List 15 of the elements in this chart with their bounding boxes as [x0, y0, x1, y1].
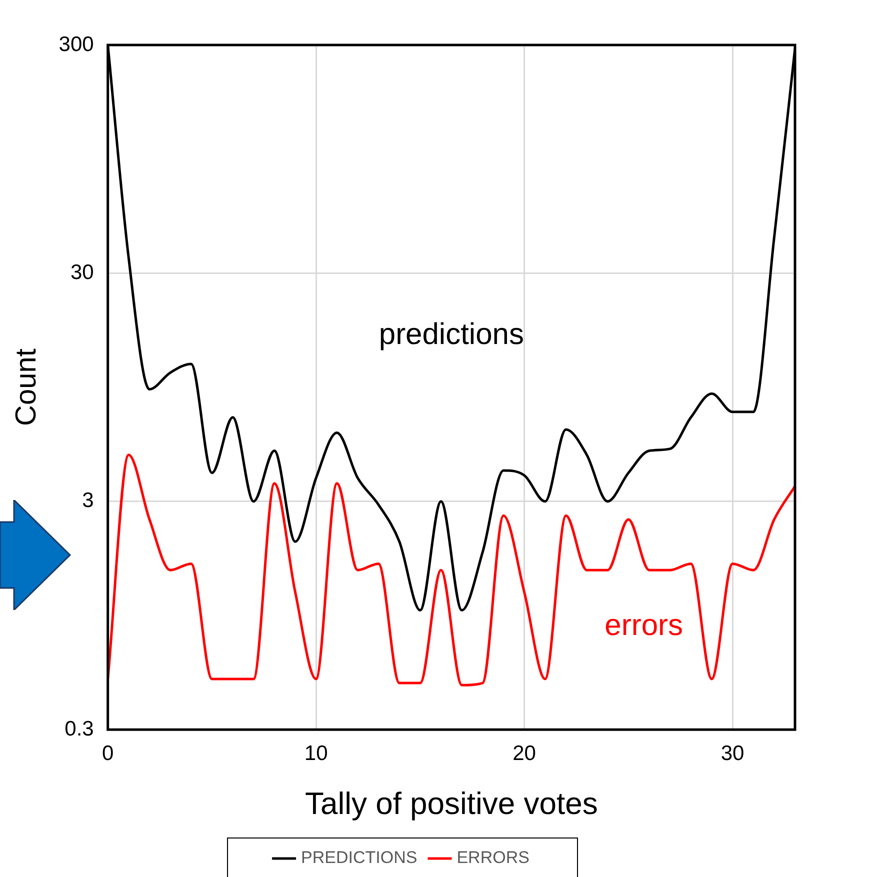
- y-tick-label: 0.3: [64, 717, 94, 740]
- y-tick-label: 30: [70, 260, 94, 284]
- line-series: [108, 454, 795, 686]
- x-tick-label: 0: [102, 742, 114, 765]
- x-tick-label: 30: [720, 742, 744, 765]
- annotation: errors: [604, 609, 683, 642]
- y-axis-title: Count: [10, 348, 42, 426]
- x-tick-label: 20: [512, 742, 536, 765]
- y-tick-label: 300: [58, 32, 94, 56]
- y-tick-label: 3: [82, 489, 94, 512]
- annotation: predictions: [378, 318, 524, 352]
- x-tick-label: 10: [304, 742, 328, 765]
- legend-label: ERRORS: [456, 848, 530, 868]
- x-axis-title: Tally of positive votes: [304, 786, 598, 821]
- legend-label: PREDICTIONS: [301, 848, 418, 868]
